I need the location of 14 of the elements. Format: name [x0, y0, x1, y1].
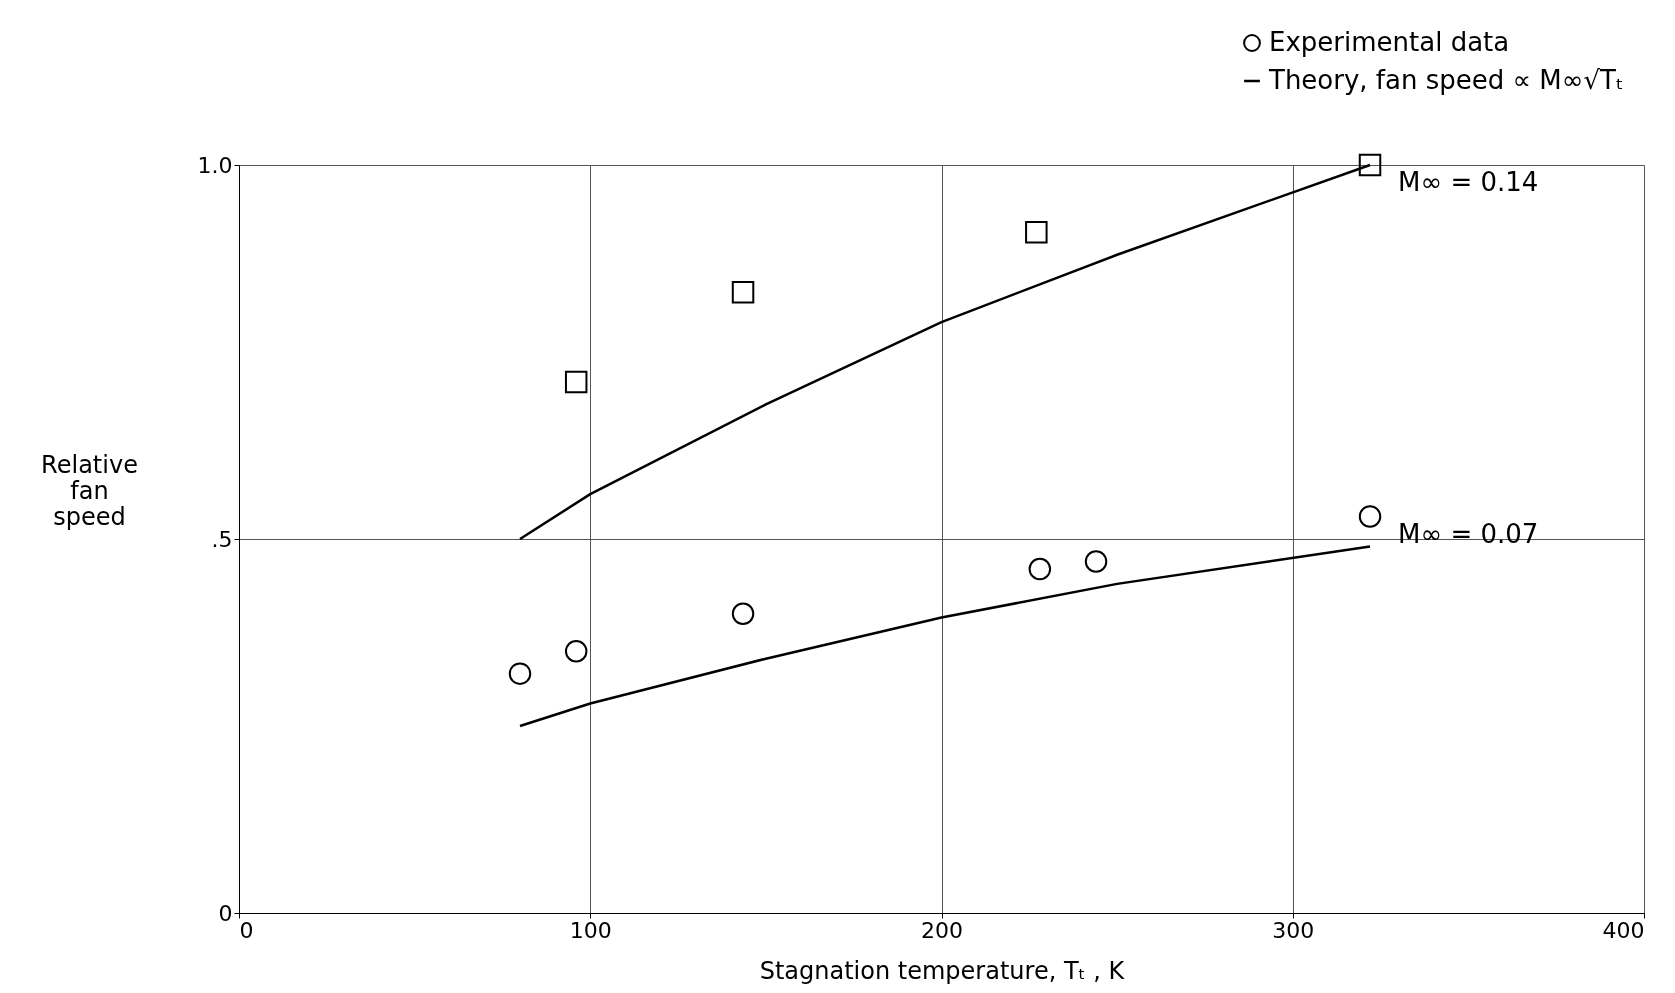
y-tick-label: .5: [211, 526, 233, 552]
x-tick-label: 300: [1272, 917, 1315, 943]
x-tick-label: 400: [1602, 917, 1645, 943]
y-tick-label: 0: [218, 900, 233, 926]
legend-label: Theory, fan speed ∝ M∞√Tₜ: [1268, 65, 1624, 95]
x-tick-label: 200: [921, 917, 963, 943]
x-axis-title: Stagnation temperature, Tₜ , K: [759, 956, 1126, 985]
y-tick-label: 1.0: [197, 152, 233, 178]
x-tick-label: 100: [569, 917, 612, 943]
x-tick-label: 0: [239, 917, 254, 943]
annotation: M∞ = 0.14: [1398, 167, 1539, 197]
legend-label: Experimental data: [1269, 27, 1510, 57]
y-axis-title: Relative fan speed: [41, 450, 138, 531]
line-series: [518, 545, 1372, 728]
